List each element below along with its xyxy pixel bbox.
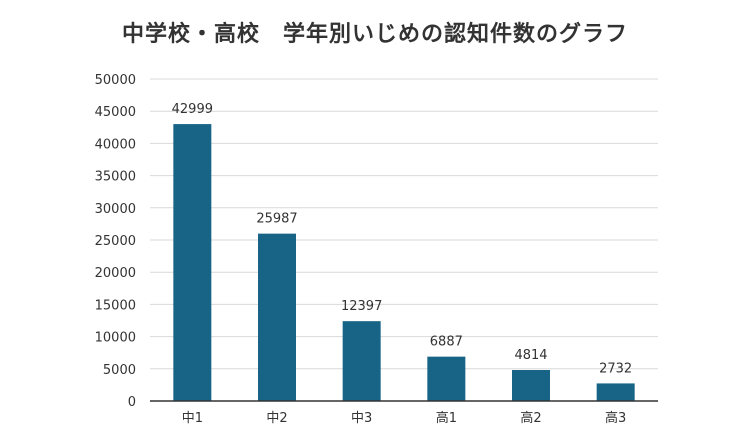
bar-2 xyxy=(258,233,296,401)
data-label-1: 42999 xyxy=(172,102,213,117)
bar-6 xyxy=(596,383,635,401)
data-label-2: 25987 xyxy=(256,212,297,227)
x-tick-label-2: 中2 xyxy=(266,411,287,426)
bar-5 xyxy=(512,369,550,401)
data-label-6: 2732 xyxy=(599,361,632,376)
y-tick-label-4: 20000 xyxy=(95,266,136,281)
y-tick-label-8: 40000 xyxy=(95,137,136,152)
data-label-5: 4814 xyxy=(514,348,547,363)
data-label-3: 12397 xyxy=(341,299,382,314)
x-tick-label-1: 中1 xyxy=(182,411,203,426)
y-tick-label-6: 30000 xyxy=(95,202,136,217)
chart-title: 中学校・高校 学年別いじめの認知件数のグラフ xyxy=(121,22,628,47)
y-tick-label-0: 0 xyxy=(128,395,136,410)
x-tick-label-6: 高3 xyxy=(605,410,626,426)
y-tick-label-3: 15000 xyxy=(95,298,136,313)
y-tick-label-10: 50000 xyxy=(95,73,136,88)
y-tick-label-2: 10000 xyxy=(95,331,136,346)
bar-1 xyxy=(173,124,212,402)
bar-4 xyxy=(427,356,466,401)
x-tick-label-4: 高1 xyxy=(436,410,457,426)
y-tick-label-5: 25000 xyxy=(95,234,136,249)
y-tick-label-7: 35000 xyxy=(95,170,136,185)
x-tick-label-5: 高2 xyxy=(520,410,541,426)
y-tick-label-9: 45000 xyxy=(95,105,136,120)
y-tick-label-1: 5000 xyxy=(103,363,136,378)
data-label-4: 6887 xyxy=(430,335,463,350)
x-tick-label-3: 中3 xyxy=(351,411,372,426)
bar-3 xyxy=(342,321,381,401)
